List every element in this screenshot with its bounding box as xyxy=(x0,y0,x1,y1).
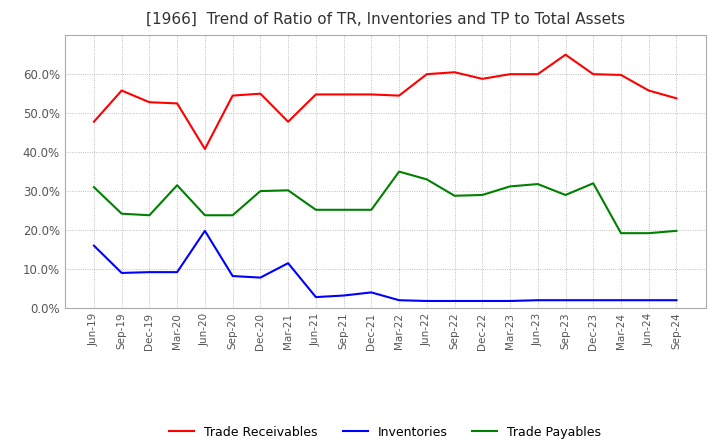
Inventories xyxy=(423,298,431,304)
Trade Receivables xyxy=(616,72,625,77)
Trade Receivables xyxy=(395,93,403,98)
Trade Receivables xyxy=(534,72,542,77)
Trade Payables xyxy=(201,213,210,218)
Title: [1966]  Trend of Ratio of TR, Inventories and TP to Total Assets: [1966] Trend of Ratio of TR, Inventories… xyxy=(145,12,625,27)
Inventories xyxy=(201,228,210,234)
Trade Receivables xyxy=(173,101,181,106)
Trade Payables xyxy=(117,211,126,216)
Trade Receivables xyxy=(423,72,431,77)
Trade Receivables xyxy=(589,72,598,77)
Inventories xyxy=(450,298,459,304)
Trade Payables xyxy=(534,181,542,187)
Trade Payables xyxy=(228,213,237,218)
Line: Trade Receivables: Trade Receivables xyxy=(94,55,677,149)
Trade Receivables xyxy=(644,88,653,93)
Inventories xyxy=(339,293,348,298)
Inventories xyxy=(367,290,376,295)
Inventories xyxy=(395,297,403,303)
Line: Trade Payables: Trade Payables xyxy=(94,172,677,233)
Trade Payables xyxy=(423,177,431,182)
Trade Payables xyxy=(478,192,487,198)
Inventories xyxy=(534,297,542,303)
Trade Receivables xyxy=(450,70,459,75)
Inventories xyxy=(117,270,126,275)
Trade Payables xyxy=(89,184,98,190)
Inventories xyxy=(89,243,98,248)
Inventories xyxy=(145,270,154,275)
Trade Payables xyxy=(312,207,320,213)
Inventories xyxy=(284,260,292,266)
Inventories xyxy=(616,297,625,303)
Inventories xyxy=(228,273,237,279)
Trade Receivables xyxy=(145,99,154,105)
Inventories xyxy=(561,297,570,303)
Trade Payables xyxy=(450,193,459,198)
Trade Payables xyxy=(616,231,625,236)
Trade Payables xyxy=(145,213,154,218)
Trade Payables xyxy=(672,228,681,234)
Trade Receivables xyxy=(339,92,348,97)
Trade Receivables xyxy=(89,119,98,125)
Trade Receivables xyxy=(505,72,514,77)
Trade Receivables xyxy=(228,93,237,98)
Line: Inventories: Inventories xyxy=(94,231,677,301)
Trade Payables xyxy=(284,188,292,193)
Trade Receivables xyxy=(284,119,292,125)
Trade Payables xyxy=(256,188,265,194)
Inventories xyxy=(256,275,265,280)
Trade Payables xyxy=(561,192,570,198)
Trade Receivables xyxy=(672,95,681,101)
Inventories xyxy=(478,298,487,304)
Trade Receivables xyxy=(201,147,210,152)
Inventories xyxy=(312,294,320,300)
Trade Receivables xyxy=(117,88,126,93)
Trade Payables xyxy=(589,181,598,186)
Trade Payables xyxy=(339,207,348,213)
Inventories xyxy=(644,297,653,303)
Legend: Trade Receivables, Inventories, Trade Payables: Trade Receivables, Inventories, Trade Pa… xyxy=(164,421,606,440)
Inventories xyxy=(505,298,514,304)
Inventories xyxy=(589,297,598,303)
Trade Receivables xyxy=(561,52,570,57)
Trade Receivables xyxy=(478,76,487,81)
Trade Payables xyxy=(644,231,653,236)
Trade Payables xyxy=(173,183,181,188)
Inventories xyxy=(173,270,181,275)
Trade Payables xyxy=(505,184,514,189)
Trade Receivables xyxy=(367,92,376,97)
Trade Payables xyxy=(395,169,403,174)
Trade Receivables xyxy=(256,91,265,96)
Inventories xyxy=(672,297,681,303)
Trade Receivables xyxy=(312,92,320,97)
Trade Payables xyxy=(367,207,376,213)
